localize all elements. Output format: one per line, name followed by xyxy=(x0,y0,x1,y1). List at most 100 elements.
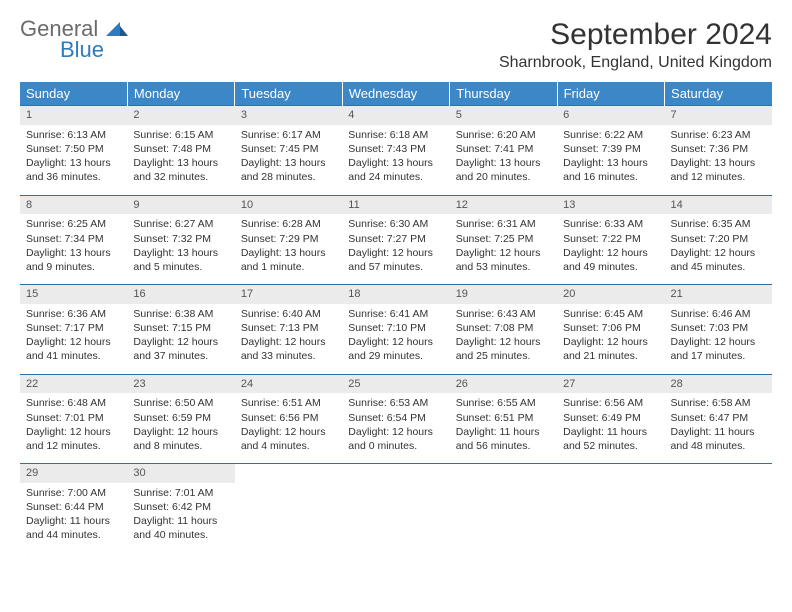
sunset-text: Sunset: 7:45 PM xyxy=(241,142,336,156)
day-number: 18 xyxy=(342,285,449,304)
sunset-text: Sunset: 7:06 PM xyxy=(563,321,658,335)
day-number: 4 xyxy=(342,106,449,125)
day-number: 23 xyxy=(127,374,234,393)
day-number-row: 1234567 xyxy=(20,106,772,125)
daylight-text: Daylight: 11 hours and 44 minutes. xyxy=(26,514,121,542)
page-title: September 2024 xyxy=(499,18,772,52)
logo-triangle-icon xyxy=(106,20,128,36)
sunrise-text: Sunrise: 6:40 AM xyxy=(241,307,336,321)
daylight-text: Daylight: 12 hours and 53 minutes. xyxy=(456,246,551,274)
sunset-text: Sunset: 6:59 PM xyxy=(133,411,228,425)
day-number: 20 xyxy=(557,285,664,304)
sunset-text: Sunset: 7:20 PM xyxy=(671,232,766,246)
day-number: 21 xyxy=(665,285,772,304)
day-cell: Sunrise: 6:50 AMSunset: 6:59 PMDaylight:… xyxy=(127,393,234,463)
day-content-row: Sunrise: 7:00 AMSunset: 6:44 PMDaylight:… xyxy=(20,483,772,553)
sunrise-text: Sunrise: 6:48 AM xyxy=(26,396,121,410)
sunset-text: Sunset: 7:50 PM xyxy=(26,142,121,156)
sunrise-text: Sunrise: 6:23 AM xyxy=(671,128,766,142)
day-number: 12 xyxy=(450,195,557,214)
day-number: 25 xyxy=(342,374,449,393)
sunset-text: Sunset: 7:15 PM xyxy=(133,321,228,335)
daylight-text: Daylight: 13 hours and 5 minutes. xyxy=(133,246,228,274)
empty-day-cell xyxy=(450,483,557,553)
logo-blue-text: Blue xyxy=(60,39,128,61)
title-block: September 2024 Sharnbrook, England, Unit… xyxy=(499,18,772,72)
header: General Blue September 2024 Sharnbrook, … xyxy=(20,18,772,72)
day-number: 24 xyxy=(235,374,342,393)
sunrise-text: Sunrise: 6:35 AM xyxy=(671,217,766,231)
day-cell: Sunrise: 6:27 AMSunset: 7:32 PMDaylight:… xyxy=(127,214,234,284)
sunset-text: Sunset: 7:10 PM xyxy=(348,321,443,335)
daylight-text: Daylight: 12 hours and 41 minutes. xyxy=(26,335,121,363)
day-number: 16 xyxy=(127,285,234,304)
empty-day-number xyxy=(235,464,342,483)
weekday-header: Saturday xyxy=(665,82,772,106)
daylight-text: Daylight: 12 hours and 49 minutes. xyxy=(563,246,658,274)
weekday-header: Thursday xyxy=(450,82,557,106)
day-number-row: 891011121314 xyxy=(20,195,772,214)
weekday-header: Tuesday xyxy=(235,82,342,106)
sunset-text: Sunset: 7:22 PM xyxy=(563,232,658,246)
daylight-text: Daylight: 13 hours and 24 minutes. xyxy=(348,156,443,184)
day-cell: Sunrise: 6:58 AMSunset: 6:47 PMDaylight:… xyxy=(665,393,772,463)
day-number: 30 xyxy=(127,464,234,483)
day-cell: Sunrise: 6:23 AMSunset: 7:36 PMDaylight:… xyxy=(665,125,772,195)
sunrise-text: Sunrise: 6:36 AM xyxy=(26,307,121,321)
daylight-text: Daylight: 12 hours and 33 minutes. xyxy=(241,335,336,363)
day-number: 28 xyxy=(665,374,772,393)
empty-day-cell xyxy=(557,483,664,553)
sunset-text: Sunset: 7:41 PM xyxy=(456,142,551,156)
sunrise-text: Sunrise: 6:56 AM xyxy=(563,396,658,410)
sunset-text: Sunset: 7:48 PM xyxy=(133,142,228,156)
day-cell: Sunrise: 6:22 AMSunset: 7:39 PMDaylight:… xyxy=(557,125,664,195)
day-cell: Sunrise: 6:48 AMSunset: 7:01 PMDaylight:… xyxy=(20,393,127,463)
sunrise-text: Sunrise: 7:01 AM xyxy=(133,486,228,500)
sunrise-text: Sunrise: 6:41 AM xyxy=(348,307,443,321)
sunrise-text: Sunrise: 6:15 AM xyxy=(133,128,228,142)
day-cell: Sunrise: 6:25 AMSunset: 7:34 PMDaylight:… xyxy=(20,214,127,284)
day-number: 1 xyxy=(20,106,127,125)
day-number-row: 15161718192021 xyxy=(20,285,772,304)
sunset-text: Sunset: 7:03 PM xyxy=(671,321,766,335)
sunset-text: Sunset: 6:56 PM xyxy=(241,411,336,425)
day-content-row: Sunrise: 6:25 AMSunset: 7:34 PMDaylight:… xyxy=(20,214,772,284)
daylight-text: Daylight: 13 hours and 1 minute. xyxy=(241,246,336,274)
sunset-text: Sunset: 7:01 PM xyxy=(26,411,121,425)
daylight-text: Daylight: 12 hours and 8 minutes. xyxy=(133,425,228,453)
sunset-text: Sunset: 7:36 PM xyxy=(671,142,766,156)
sunrise-text: Sunrise: 6:13 AM xyxy=(26,128,121,142)
sunset-text: Sunset: 7:32 PM xyxy=(133,232,228,246)
daylight-text: Daylight: 13 hours and 16 minutes. xyxy=(563,156,658,184)
day-number: 29 xyxy=(20,464,127,483)
day-cell: Sunrise: 6:30 AMSunset: 7:27 PMDaylight:… xyxy=(342,214,449,284)
sunset-text: Sunset: 7:29 PM xyxy=(241,232,336,246)
empty-day-cell xyxy=(665,483,772,553)
day-cell: Sunrise: 7:01 AMSunset: 6:42 PMDaylight:… xyxy=(127,483,234,553)
day-content-row: Sunrise: 6:13 AMSunset: 7:50 PM Daylight:… xyxy=(20,125,772,195)
day-number: 26 xyxy=(450,374,557,393)
day-cell: Sunrise: 6:13 AMSunset: 7:50 PMDaylight:… xyxy=(20,125,127,195)
daylight-text: Daylight: 13 hours and 12 minutes. xyxy=(671,156,766,184)
day-content-row: Sunrise: 6:48 AMSunset: 7:01 PM Daylight:… xyxy=(20,393,772,463)
sunrise-text: Sunrise: 6:38 AM xyxy=(133,307,228,321)
day-number: 6 xyxy=(557,106,664,125)
day-number-row: 22232425262728 xyxy=(20,374,772,393)
daylight-text: Daylight: 12 hours and 0 minutes. xyxy=(348,425,443,453)
sunrise-text: Sunrise: 6:31 AM xyxy=(456,217,551,231)
day-number: 3 xyxy=(235,106,342,125)
sunset-text: Sunset: 7:27 PM xyxy=(348,232,443,246)
daylight-text: Daylight: 11 hours and 48 minutes. xyxy=(671,425,766,453)
day-cell: Sunrise: 6:41 AMSunset: 7:10 PMDaylight:… xyxy=(342,304,449,374)
calendar-table: Sunday Monday Tuesday Wednesday Thursday… xyxy=(20,82,772,553)
empty-day-number xyxy=(557,464,664,483)
day-cell: Sunrise: 6:45 AMSunset: 7:06 PMDaylight:… xyxy=(557,304,664,374)
sunrise-text: Sunrise: 6:51 AM xyxy=(241,396,336,410)
daylight-text: Daylight: 13 hours and 28 minutes. xyxy=(241,156,336,184)
sunset-text: Sunset: 7:34 PM xyxy=(26,232,121,246)
day-cell: Sunrise: 6:51 AMSunset: 6:56 PMDaylight:… xyxy=(235,393,342,463)
weekday-header-row: Sunday Monday Tuesday Wednesday Thursday… xyxy=(20,82,772,106)
sunrise-text: Sunrise: 6:43 AM xyxy=(456,307,551,321)
day-number: 27 xyxy=(557,374,664,393)
day-number: 11 xyxy=(342,195,449,214)
